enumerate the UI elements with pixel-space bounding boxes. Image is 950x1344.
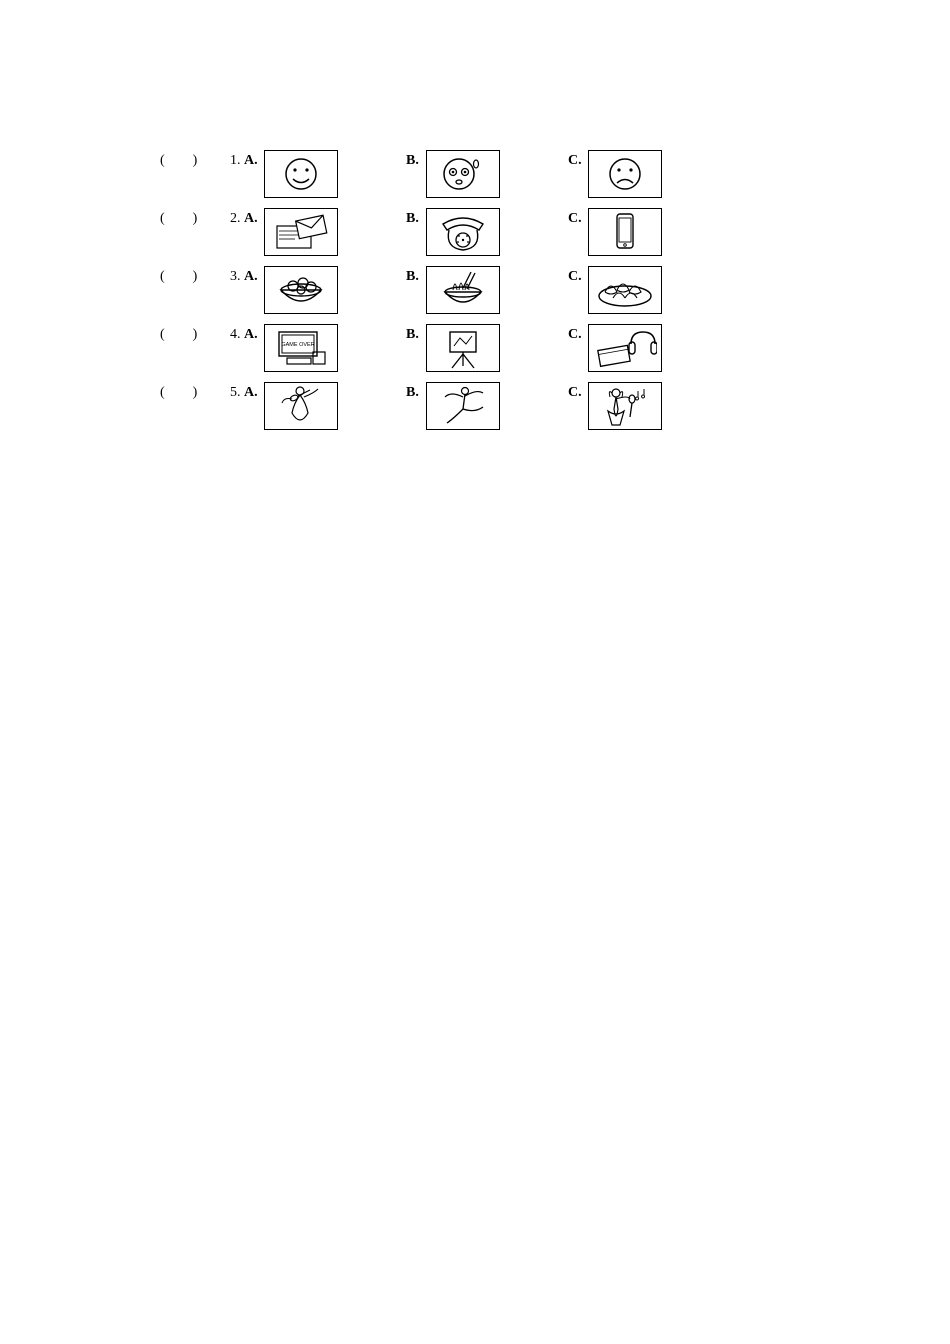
option-b[interactable]: B. — [406, 266, 500, 314]
page: ( ) 1. A. B. — [0, 0, 950, 1344]
dumplings-plate-icon — [593, 268, 657, 312]
question-number: 5. — [230, 382, 244, 402]
answer-blank[interactable]: ( ) — [160, 150, 230, 170]
face-happy-icon — [281, 154, 321, 194]
option-a[interactable]: A. — [244, 382, 338, 430]
option-label: A. — [244, 324, 264, 344]
option-label: B. — [406, 208, 426, 228]
face-sad-icon — [605, 154, 645, 194]
option-a[interactable]: A. — [244, 266, 338, 314]
option-label: C. — [568, 150, 588, 170]
option-label: A. — [244, 266, 264, 286]
picture-box — [264, 150, 338, 198]
picture-box — [426, 324, 500, 372]
picture-box — [588, 150, 662, 198]
option-label: C. — [568, 208, 588, 228]
option-label: A. — [244, 382, 264, 402]
option-label: A. — [244, 150, 264, 170]
option-b[interactable]: B. — [406, 208, 500, 256]
question-row: ( ) 2. A. — [160, 208, 820, 260]
computer-game-over-icon: GAME OVER — [269, 326, 333, 370]
picture-box: GAME OVER — [264, 324, 338, 372]
option-c[interactable]: C. — [568, 382, 662, 430]
option-a[interactable]: A. — [244, 208, 338, 256]
picture-box — [588, 382, 662, 430]
picture-box — [264, 266, 338, 314]
painting-easel-icon — [438, 326, 488, 370]
option-label: A. — [244, 208, 264, 228]
option-c[interactable]: C. — [568, 324, 662, 372]
letter-envelope-icon — [271, 212, 331, 252]
option-label: C. — [568, 324, 588, 344]
picture-box — [426, 382, 500, 430]
option-b[interactable]: B. — [406, 382, 500, 430]
svg-text:GAME OVER: GAME OVER — [281, 342, 314, 348]
option-label: B. — [406, 324, 426, 344]
question-row: ( ) 3. A. B. — [160, 266, 820, 318]
question-number: 4. — [230, 324, 244, 344]
question-row: ( ) 1. A. B. — [160, 150, 820, 202]
picture-box — [588, 324, 662, 372]
answer-blank[interactable]: ( ) — [160, 324, 230, 344]
picture-box — [264, 382, 338, 430]
option-c[interactable]: C. — [568, 266, 662, 314]
option-a[interactable]: A. — [244, 150, 338, 198]
option-label: B. — [406, 150, 426, 170]
option-a[interactable]: A. GAME OVER — [244, 324, 338, 372]
option-b[interactable]: B. — [406, 324, 500, 372]
question-row: ( ) 4. A. GAME OVER B. — [160, 324, 820, 376]
worksheet: ( ) 1. A. B. — [160, 150, 820, 440]
picture-box — [264, 208, 338, 256]
option-label: B. — [406, 266, 426, 286]
option-label: C. — [568, 266, 588, 286]
option-label: B. — [406, 382, 426, 402]
headphones-book-icon — [593, 326, 657, 370]
person-ballet-icon — [435, 383, 491, 429]
face-worried-icon — [439, 152, 487, 196]
answer-blank[interactable]: ( ) — [160, 382, 230, 402]
question-number: 3. — [230, 266, 244, 286]
rotary-telephone-icon — [435, 210, 491, 254]
smartphone-icon — [605, 210, 645, 254]
woman-violin-icon — [274, 383, 328, 429]
answer-blank[interactable]: ( ) — [160, 266, 230, 286]
option-b[interactable]: B. — [406, 150, 500, 198]
option-label: C. — [568, 382, 588, 402]
tangyuan-bowl-icon — [271, 268, 331, 312]
question-number: 1. — [230, 150, 244, 170]
girl-singing-icon — [594, 383, 656, 429]
answer-blank[interactable]: ( ) — [160, 208, 230, 228]
picture-box — [426, 208, 500, 256]
noodles-bowl-icon — [433, 268, 493, 312]
picture-box — [588, 208, 662, 256]
picture-box — [426, 150, 500, 198]
option-c[interactable]: C. — [568, 208, 662, 256]
picture-box — [426, 266, 500, 314]
question-number: 2. — [230, 208, 244, 228]
option-c[interactable]: C. — [568, 150, 662, 198]
picture-box — [588, 266, 662, 314]
question-row: ( ) 5. A. B. — [160, 382, 820, 434]
